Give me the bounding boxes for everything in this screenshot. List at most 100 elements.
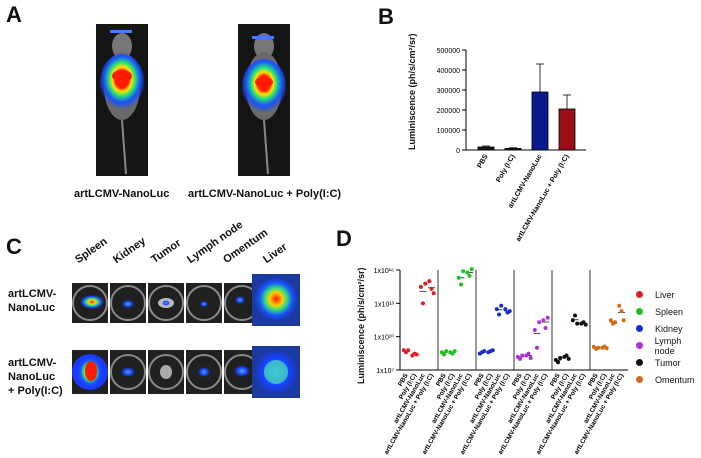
chart-d-x-tick-label: PBS — [587, 372, 600, 388]
chart-d-point — [429, 286, 434, 291]
chart-d-point — [494, 307, 499, 312]
row-label-line: + Poly(I:C) — [8, 385, 63, 397]
chart-d-x-tick-label: artLCMV-NanoLuc + Poly (I:C) — [383, 373, 435, 456]
chart-d-x-tick-label: PBS — [397, 372, 410, 388]
row-label-line: artLCMV- — [8, 288, 57, 300]
legend-label: Liver — [655, 289, 675, 300]
chart-d-point — [594, 346, 598, 351]
legend-item-liver: Liver — [636, 286, 701, 303]
chart-d-point — [421, 301, 425, 306]
legend-label: Tumor — [655, 357, 681, 368]
chart-d-point — [499, 303, 504, 308]
chart-d-x-tick-label: artLCMV-NanoLuc — [430, 372, 464, 425]
chart-d-x-tick-label: artLCMV-NanoLuc + Poly (I:C) — [421, 373, 473, 456]
legend-item-tumor: Tumor — [636, 354, 701, 371]
legend-swatch — [636, 342, 643, 349]
panel-letter-c: C — [6, 234, 22, 259]
chart-b-bar — [504, 147, 522, 151]
legend-label: Kidney — [655, 323, 683, 334]
legend-swatch — [636, 359, 643, 366]
chart-d-point — [505, 310, 510, 315]
chart-d-x-tick-label: artLCMV-NanoLuc + Poly (I:C) — [497, 373, 549, 456]
chart-d-point — [480, 350, 484, 355]
chart-d-x-tick-label: Poly (I:C) — [436, 373, 456, 401]
chart-d-x-tick-label: Poly (I:C) — [550, 373, 570, 401]
mouse-image-nanoluc-polyic — [238, 24, 290, 176]
chart-d-point — [613, 320, 618, 325]
chart-d-point — [486, 350, 491, 355]
legend-item-kidney: Kidney — [636, 320, 701, 337]
chart-d-point — [461, 269, 466, 274]
chart-d-point — [477, 351, 482, 356]
chart-d-point — [581, 320, 586, 325]
chart-d-x-tick-label: PBS — [511, 372, 524, 388]
chart-d-point — [418, 284, 423, 289]
chart-d-point — [621, 318, 626, 323]
chart-d-point — [596, 345, 601, 350]
organ-row-1 — [72, 274, 300, 326]
legend-item-spleen: Spleen — [636, 303, 701, 320]
chart-d-point — [439, 350, 444, 355]
legend-swatch — [636, 291, 643, 298]
chart-d-x-tick-label: artLCMV-NanoLuc + Poly (I:C) — [573, 373, 625, 456]
column-header-spleen: Spleen — [73, 235, 110, 266]
chart-d-point — [488, 349, 493, 354]
chart-d-point — [431, 291, 436, 296]
chart-d-point — [564, 353, 569, 358]
chart-d-x-tick-label: artLCMV-NanoLuc — [468, 372, 502, 425]
row-label-line: artLCMV- — [8, 357, 57, 369]
chart-d-point — [448, 350, 453, 355]
chart-b-ylabel: Luminiscence (ph/s/cm²/sr) — [407, 33, 417, 150]
row-label-nanoluc: artLCMV- NanoLuc — [8, 287, 56, 315]
chart-d-x-tick-label: PBS — [435, 372, 448, 388]
chart-d-point — [465, 270, 470, 275]
chart-d-point — [608, 318, 613, 323]
chart-d-point — [507, 309, 512, 314]
chart-d-x-tick-label: PBS — [473, 372, 486, 388]
chart-d-x-tick-label: Poly (I:C) — [512, 373, 532, 401]
chart-b-x-tick-label: artLCMV-NanoLuc — [507, 153, 543, 209]
chart-d-point — [503, 307, 508, 312]
chart-d-point — [570, 318, 575, 323]
chart-b-y-tick-label: 300000 — [437, 88, 460, 95]
chart-d-point — [600, 345, 605, 350]
chart-d-point — [532, 327, 537, 332]
chart-d-point — [427, 279, 432, 284]
legend-label: Omentum — [655, 374, 695, 385]
chart-d-point — [467, 273, 472, 278]
chart-d-point — [617, 303, 622, 308]
chart-d-point — [543, 326, 548, 331]
chart-d-point — [450, 351, 455, 356]
chart-d-point — [556, 360, 560, 365]
column-header-tumor: Tumor — [149, 237, 184, 266]
chart-d-point — [537, 320, 542, 325]
chart-d-point — [423, 281, 428, 286]
chart-b-y-tick-label: 200000 — [437, 108, 460, 115]
chart-b-y-tick-label: 500000 — [437, 48, 460, 55]
chart-d-point — [573, 313, 577, 318]
chart-d-x-tick-label: Poly (I:C) — [398, 373, 418, 401]
panel-letter-d: D — [336, 226, 352, 251]
mouse-image-nanoluc — [96, 24, 148, 176]
chart-d-point — [528, 356, 533, 361]
chart-d-x-tick-label: artLCMV-NanoLuc + Poly (I:C) — [459, 373, 511, 456]
chart-d-point — [591, 344, 596, 349]
legend-item-omentum: Omentum — [636, 371, 701, 388]
row-label-nanoluc-polyic: artLCMV- NanoLuc + Poly(I:C) — [8, 356, 63, 398]
chart-b-bar — [477, 146, 495, 151]
chart-d-point — [558, 356, 563, 361]
chart-d-point — [602, 344, 607, 349]
chart-b-x-tick-label: PBS — [476, 153, 489, 169]
chart-b-y-tick-label: 400000 — [437, 68, 460, 75]
caption-nanoluc: artLCMV-NanoLuc — [74, 188, 170, 200]
chart-d-point — [604, 346, 609, 351]
chart-d-point — [444, 349, 449, 354]
chart-d-legend: Liver Spleen Kidney Lymph node Tumor Ome… — [636, 286, 701, 388]
chart-d-x-tick-label: Poly (I:C) — [588, 373, 608, 401]
chart-d-point — [611, 321, 615, 326]
chart-d-point — [459, 282, 463, 287]
chart-d-point — [583, 322, 588, 327]
panel-letter-a: A — [6, 2, 22, 27]
chart-d-point — [490, 348, 495, 353]
chart-d-point — [442, 352, 446, 357]
